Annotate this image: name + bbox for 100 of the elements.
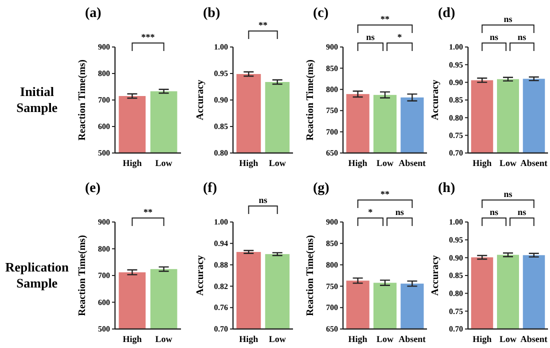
x-tick-label: High	[472, 158, 492, 168]
y-axis-title: Accuracy	[195, 255, 206, 296]
x-tick-label: High	[239, 158, 258, 168]
x-tick-label: Low	[155, 158, 173, 168]
text: Initial Sample	[16, 84, 58, 115]
y-axis-title: Accuracy	[195, 80, 206, 120]
y-axis-title: Accuracy	[430, 80, 441, 120]
y-tick-label: 700	[98, 271, 110, 280]
y-tick-label: 900	[98, 218, 110, 227]
y-tick-label: 1.00	[449, 218, 463, 227]
x-tick-label: Low	[376, 158, 394, 168]
text: ns	[504, 189, 513, 199]
text: ns	[366, 32, 376, 42]
y-axis-title: Reaction Time(ms)	[305, 234, 316, 316]
y-tick-label: 0.90	[214, 96, 228, 105]
y-tick-label: 1.00	[214, 42, 228, 52]
chart-title: (f)	[203, 181, 218, 196]
text: **	[380, 189, 390, 199]
y-tick-label: 0.70	[449, 148, 463, 158]
x-tick-label: Absent	[398, 334, 426, 344]
x-tick-label: Absent	[520, 334, 548, 344]
y-tick-label: 700	[326, 127, 338, 136]
y-tick-label: 0.85	[449, 271, 463, 280]
y-tick-label: 0.82	[214, 282, 228, 291]
x-tick-label: High	[472, 334, 492, 344]
y-tick-label: 0.80	[449, 113, 463, 122]
x-tick-label: Low	[268, 334, 286, 344]
y-tick-label: 0.70	[449, 324, 463, 334]
x-tick-label: High	[122, 158, 142, 168]
chart-title: (d)	[438, 6, 456, 21]
text: ns	[258, 195, 268, 205]
text: Replication Sample	[5, 260, 70, 290]
y-tick-label: 650	[326, 324, 338, 334]
x-tick-label: Low	[376, 334, 394, 344]
y-tick-label: 0.95	[449, 235, 463, 244]
y-tick-label: 0.90	[449, 78, 463, 87]
text: *	[368, 207, 374, 217]
text: **	[258, 20, 268, 30]
y-tick-label: 900	[326, 218, 338, 227]
y-tick-label: 0.70	[214, 324, 228, 334]
y-tick-label: 800	[98, 244, 110, 254]
y-tick-label: 900	[98, 42, 110, 52]
y-tick-label: 850	[326, 64, 338, 73]
y-tick-label: 600	[98, 122, 110, 132]
chart-title: (c)	[313, 6, 329, 21]
y-tick-label: 900	[326, 42, 338, 52]
y-tick-label: 650	[326, 148, 338, 158]
text: **	[380, 14, 390, 24]
y-tick-label: 500	[98, 324, 110, 334]
y-tick-label: 750	[326, 106, 338, 116]
y-tick-label: 0.85	[449, 96, 463, 105]
y-tick-label: 1.00	[449, 42, 463, 52]
x-tick-label: Low	[268, 158, 286, 168]
y-tick-label: 800	[326, 85, 338, 94]
chart-title: (h)	[438, 181, 456, 196]
text: *	[397, 32, 402, 42]
y-tick-label: 0.80	[449, 288, 463, 298]
y-axis-title: Reaction Time(ms)	[77, 59, 88, 141]
text: ns	[504, 14, 513, 24]
chart-title: (g)	[313, 181, 330, 196]
y-tick-label: 1.00	[214, 218, 228, 227]
x-tick-label: High	[122, 334, 142, 344]
y-tick-label: 800	[98, 69, 110, 78]
text: ns	[518, 32, 527, 42]
y-tick-label: 0.90	[449, 253, 463, 262]
text: ns	[490, 32, 499, 42]
y-tick-label: 0.94	[214, 239, 228, 248]
y-axis-title: Accuracy	[430, 255, 441, 296]
y-tick-label: 600	[98, 298, 110, 307]
x-tick-label: High	[239, 334, 258, 344]
y-tick-label: 850	[326, 239, 338, 248]
y-tick-label: 0.76	[214, 303, 228, 312]
text: ns	[518, 207, 527, 217]
y-tick-label: 700	[98, 96, 110, 105]
x-tick-label: Low	[155, 334, 173, 344]
y-tick-label: 0.80	[214, 148, 228, 158]
y-tick-label: 0.75	[449, 306, 463, 316]
y-axis-title: Reaction Time(ms)	[77, 234, 88, 316]
x-tick-label: Low	[499, 158, 517, 168]
text: ***	[141, 32, 156, 42]
y-tick-label: 500	[98, 148, 110, 158]
x-tick-label: Low	[499, 334, 517, 344]
y-tick-label: 750	[326, 282, 338, 291]
y-tick-label: 800	[326, 260, 338, 270]
chart-title: (a)	[85, 6, 102, 21]
x-tick-label: Absent	[398, 158, 426, 168]
y-tick-label: 0.88	[214, 260, 228, 270]
y-tick-label: 0.95	[214, 69, 228, 78]
y-tick-label: 0.75	[449, 130, 463, 140]
text: ns	[490, 207, 499, 217]
y-tick-label: 0.95	[449, 60, 463, 70]
y-tick-label: 700	[326, 303, 338, 312]
x-tick-label: High	[348, 158, 368, 168]
y-tick-label: 0.85	[214, 122, 228, 132]
text: **	[144, 207, 153, 217]
y-axis-title: Reaction Time(ms)	[305, 59, 316, 141]
x-tick-label: High	[348, 334, 368, 344]
text: ns	[395, 207, 404, 217]
chart-title: (e)	[85, 181, 101, 196]
x-tick-label: Absent	[520, 158, 548, 168]
